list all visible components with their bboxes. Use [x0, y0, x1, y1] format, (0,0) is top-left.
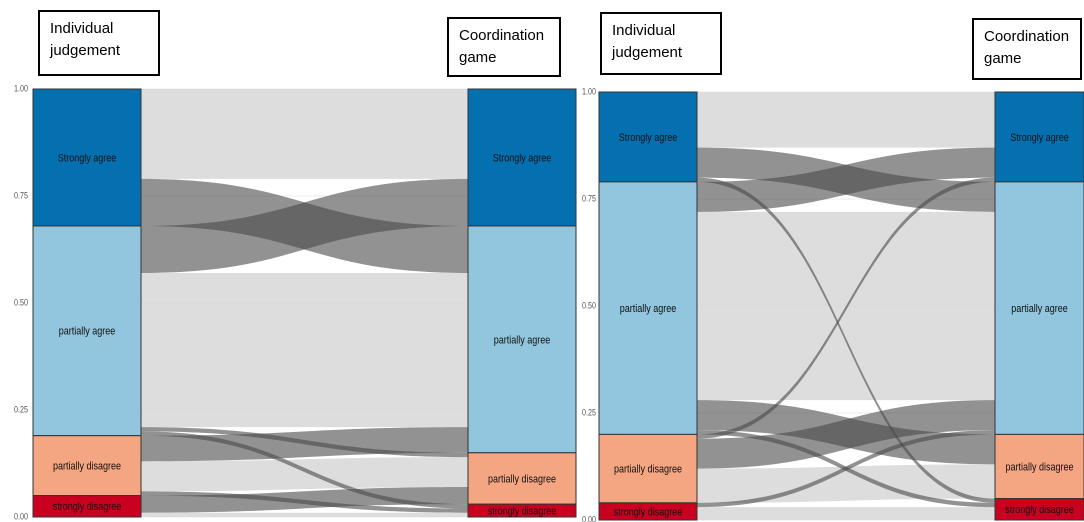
stratum-label: strongly disagree	[1005, 504, 1074, 516]
stratum-label: partially disagree	[53, 461, 121, 473]
stratum	[32, 495, 142, 518]
y-tick-label: 0.50	[582, 301, 596, 311]
y-tick-label: 0.25	[582, 408, 596, 418]
y-tick-label: 0.75	[14, 191, 28, 201]
stratum-label: Strongly agree	[1010, 132, 1069, 144]
flow	[697, 507, 995, 520]
flow	[697, 400, 995, 469]
stratum-label: partially disagree	[488, 474, 556, 486]
flow	[141, 512, 468, 517]
flow	[141, 431, 468, 509]
stratum	[32, 88, 142, 227]
y-tick-label: 1.00	[14, 84, 28, 94]
stratum-label: Strongly agree	[619, 132, 678, 144]
flow	[697, 430, 995, 508]
stratum-label: Strongly agree	[58, 153, 117, 165]
axis-label-box: Individual judgement	[600, 12, 722, 75]
flow	[697, 147, 995, 212]
axis-label-box: Individual judgement	[38, 10, 160, 76]
stratum	[467, 88, 577, 227]
axis-label: Coordination game	[459, 27, 545, 66]
stratum	[467, 503, 577, 518]
stratum	[598, 502, 698, 521]
flow	[697, 92, 995, 148]
stratum	[598, 181, 698, 435]
stratum-label: partially agree	[1011, 303, 1068, 315]
stratum	[994, 498, 1084, 521]
axis-label-box: Coordination game	[447, 17, 561, 77]
stratum	[598, 433, 698, 504]
flow	[141, 273, 468, 428]
axis-label: Individual judgement	[50, 20, 121, 59]
stratum-label: strongly disagree	[53, 501, 122, 513]
stratum-label: partially disagree	[1005, 462, 1073, 474]
stratum	[598, 91, 698, 183]
stratum-label: strongly disagree	[614, 507, 683, 519]
axis-label: Individual judgement	[612, 22, 683, 61]
axis-label-box: Coordination game	[972, 18, 1082, 80]
stratum	[467, 225, 577, 454]
stratum	[32, 435, 142, 497]
flow	[141, 427, 468, 462]
stratum	[467, 452, 577, 505]
stratum-label: partially agree	[59, 326, 116, 338]
flow	[141, 178, 468, 274]
y-tick-label: 0.00	[14, 512, 28, 522]
stratum-label: partially disagree	[614, 464, 682, 476]
flow	[141, 457, 468, 492]
stratum-label: Strongly agree	[493, 153, 552, 165]
flow	[141, 89, 468, 179]
flow	[697, 464, 995, 503]
y-tick-label: 1.00	[582, 87, 596, 97]
y-tick-label: 0.25	[14, 405, 28, 415]
stratum	[32, 225, 142, 437]
stratum	[994, 433, 1084, 500]
y-tick-label: 0.50	[14, 298, 28, 308]
axis-label: Coordination game	[984, 28, 1070, 67]
flow	[697, 177, 995, 503]
flow	[141, 487, 468, 513]
stratum-label: partially agree	[620, 303, 677, 315]
stratum	[994, 181, 1084, 435]
stratum-label: partially agree	[494, 335, 551, 347]
y-tick-label: 0.75	[582, 194, 596, 204]
y-tick-label: 0.00	[582, 515, 596, 522]
flow	[697, 177, 995, 439]
stratum-label: strongly disagree	[488, 506, 557, 518]
